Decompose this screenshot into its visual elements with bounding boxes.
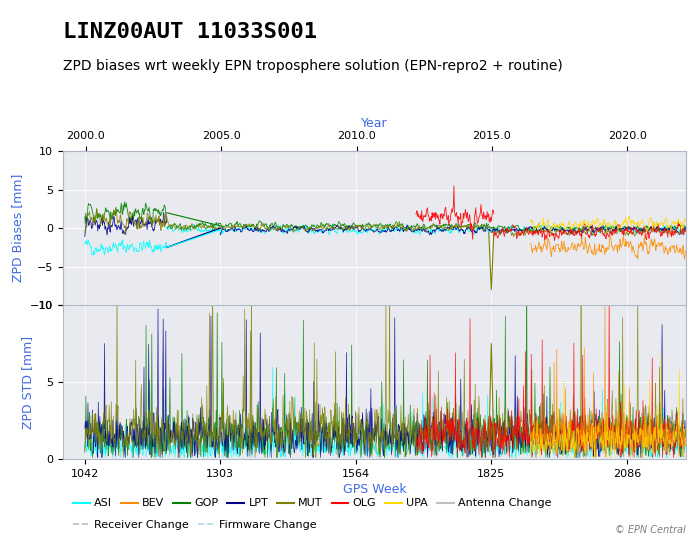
Text: ZPD biases wrt weekly EPN troposphere solution (EPN-repro2 + routine): ZPD biases wrt weekly EPN troposphere so… (63, 59, 563, 73)
Y-axis label: ZPD Biases [mm]: ZPD Biases [mm] (11, 174, 25, 282)
Text: LINZ00AUT 11033S001: LINZ00AUT 11033S001 (63, 22, 317, 42)
Y-axis label: ZPD STD [mm]: ZPD STD [mm] (21, 335, 34, 429)
X-axis label: Year: Year (361, 117, 388, 130)
Text: © EPN Central: © EPN Central (615, 524, 686, 535)
Legend: ASI, BEV, GOP, LPT, MUT, OLG, UPA, Antenna Change: ASI, BEV, GOP, LPT, MUT, OLG, UPA, Anten… (69, 494, 556, 513)
X-axis label: GPS Week: GPS Week (343, 483, 406, 496)
Legend: Receiver Change, Firmware Change: Receiver Change, Firmware Change (69, 516, 321, 535)
